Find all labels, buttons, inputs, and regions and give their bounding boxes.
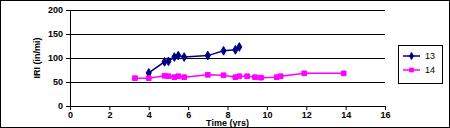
x-tick-label: 2 [107, 110, 112, 120]
series-marker [221, 46, 226, 55]
x-tick-label: 14 [341, 110, 351, 120]
x-tick-label: 10 [262, 110, 272, 120]
x-tick: 0 [68, 106, 73, 120]
series-marker [166, 57, 171, 66]
x-tick-mark [306, 106, 307, 110]
series-marker [245, 74, 250, 79]
y-tick: 0 [58, 101, 70, 111]
y-tick: 100 [48, 53, 70, 63]
series-marker [133, 76, 138, 81]
grid [70, 11, 385, 107]
series-marker [237, 43, 242, 52]
x-tick-mark [188, 106, 189, 110]
x-tick-mark [267, 106, 268, 110]
series-marker [253, 75, 258, 80]
series-marker [182, 75, 187, 80]
legend: 1314 [399, 46, 443, 84]
x-tick-mark [228, 106, 229, 110]
y-tick-mark [66, 10, 70, 11]
y-tick: 50 [53, 77, 70, 87]
x-tick: 12 [302, 106, 312, 120]
y-tick: 150 [48, 29, 70, 39]
grid-line [70, 82, 385, 83]
x-tick-label: 0 [68, 110, 73, 120]
x-tick: 10 [262, 106, 272, 120]
y-axis-title: IRI (in/mi) [32, 38, 42, 79]
y-tick-label: 150 [48, 29, 63, 39]
series-line [149, 47, 240, 73]
series-marker [259, 75, 264, 80]
x-tick-mark [109, 106, 110, 110]
x-tick: 14 [341, 106, 351, 120]
series-marker [146, 76, 151, 81]
x-tick-label: 16 [380, 110, 390, 120]
x-tick-mark [346, 106, 347, 110]
x-tick: 6 [186, 106, 191, 120]
chart-frame [1, 1, 450, 128]
series-marker [221, 73, 226, 78]
series-line [135, 73, 344, 78]
y-tick-mark [66, 58, 70, 59]
series-marker [182, 53, 187, 62]
grid-line [70, 10, 385, 11]
y-tick-mark [66, 34, 70, 35]
series-marker [237, 74, 242, 79]
series-marker [176, 51, 181, 60]
x-axis-title: Time (yrs) [206, 118, 249, 128]
plot-area [133, 43, 346, 81]
y-tick-label: 200 [48, 5, 63, 15]
x-tick-mark [385, 106, 386, 110]
x-tick: 2 [107, 106, 112, 120]
legend-label: 14 [425, 65, 435, 75]
grid-line [70, 34, 385, 35]
x-tick: 16 [380, 106, 390, 120]
y-tick: 200 [48, 5, 70, 15]
legend-frame [399, 46, 443, 84]
x-tick-label: 4 [147, 110, 152, 120]
x-tick: 4 [147, 106, 152, 120]
grid-line [70, 58, 385, 59]
x-tick-label: 12 [302, 110, 312, 120]
y-tick-label: 0 [58, 101, 63, 111]
legend-marker [409, 52, 414, 61]
y-axis-line [66, 11, 71, 107]
legend-label: 13 [425, 51, 435, 61]
x-tick-label: 6 [186, 110, 191, 120]
y-tick-label: 100 [48, 53, 63, 63]
chart: 0246810121416050100150200Time (yrs)IRI (… [0, 0, 450, 128]
series-marker [176, 74, 181, 79]
series-marker [166, 74, 171, 79]
y-tick-mark [66, 82, 70, 83]
y-tick-mark [66, 106, 70, 107]
legend-marker [409, 68, 414, 73]
series-marker [278, 74, 283, 79]
x-tick-mark [149, 106, 150, 110]
series-marker [205, 51, 210, 60]
series-marker [205, 72, 210, 77]
y-tick-label: 50 [53, 77, 63, 87]
series-marker [302, 71, 307, 76]
series-marker [341, 71, 346, 76]
y-axis: 0 50 100 150 200 [48, 5, 71, 111]
